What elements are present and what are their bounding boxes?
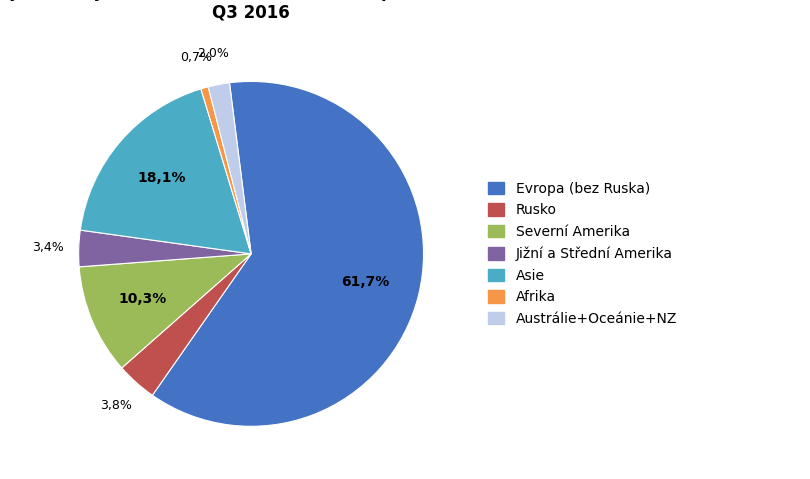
Text: 10,3%: 10,3% — [119, 292, 167, 307]
Wedge shape — [79, 254, 251, 368]
Text: 2,0%: 2,0% — [197, 47, 229, 60]
Wedge shape — [208, 83, 251, 254]
Wedge shape — [152, 81, 424, 426]
Text: 0,7%: 0,7% — [180, 51, 212, 65]
Wedge shape — [122, 254, 251, 395]
Text: 3,4%: 3,4% — [32, 241, 64, 254]
Title: Praha - Podíl jednotlivých oblastí světa na celkovém počtu zahraničních hostů
Q3: Praha - Podíl jednotlivých oblastí světa… — [0, 0, 616, 22]
Text: 18,1%: 18,1% — [138, 171, 186, 185]
Wedge shape — [201, 87, 251, 254]
Legend: Evropa (bez Ruska), Rusko, Severní Amerika, Jižní a Střední Amerika, Asie, Afrik: Evropa (bez Ruska), Rusko, Severní Ameri… — [482, 176, 683, 331]
Wedge shape — [80, 89, 251, 254]
Text: 61,7%: 61,7% — [341, 275, 389, 289]
Text: 3,8%: 3,8% — [100, 399, 131, 412]
Wedge shape — [79, 230, 251, 267]
